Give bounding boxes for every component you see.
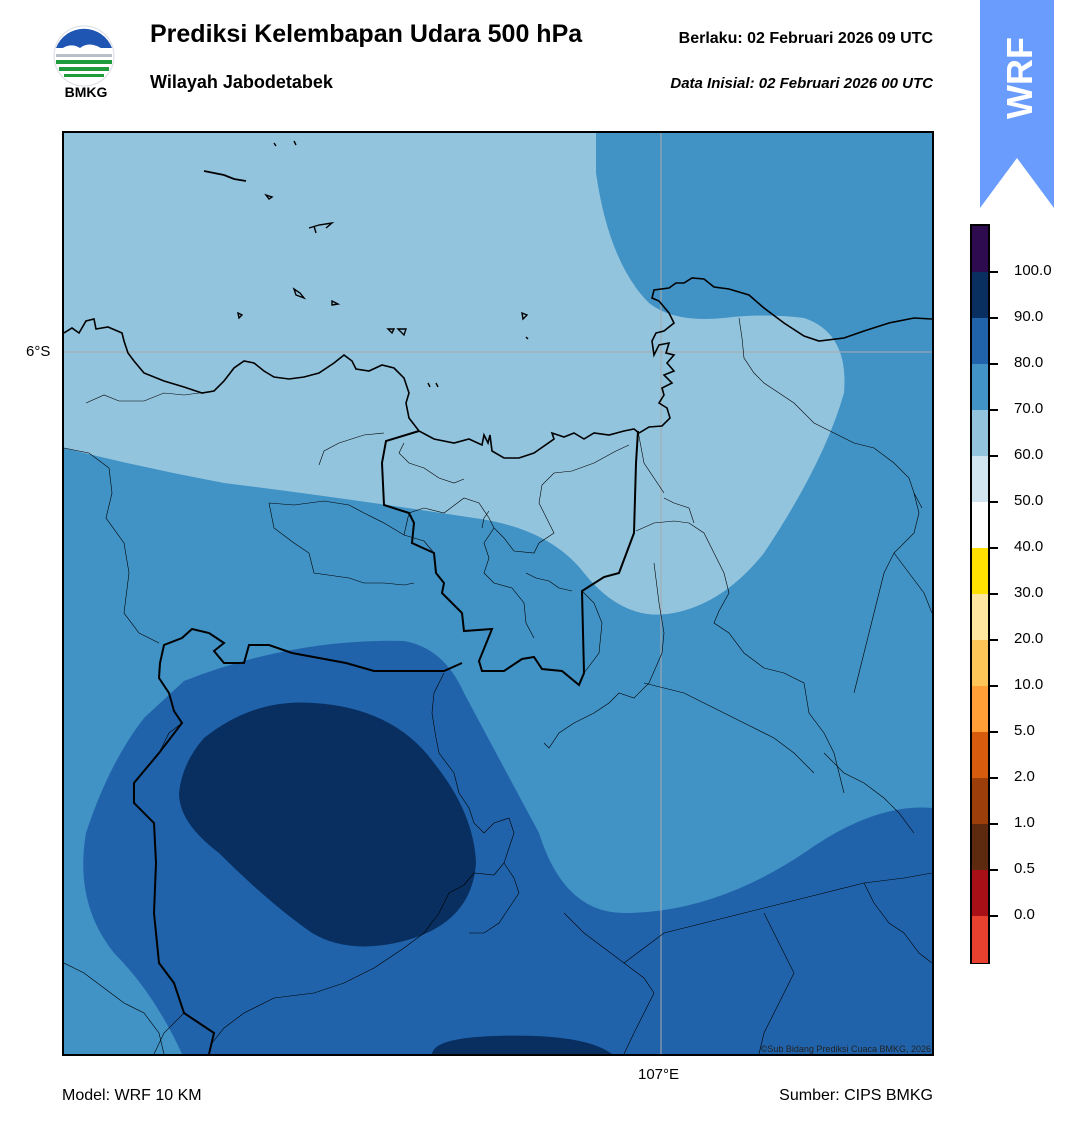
field-60-70 xyxy=(64,133,845,615)
colorbar-label: 70.0 xyxy=(1014,400,1044,417)
colorbar-segment xyxy=(972,870,988,917)
model-label: Model: WRF 10 KM xyxy=(62,1087,202,1104)
map-canvas xyxy=(64,133,932,1054)
colorbar-segment xyxy=(972,364,988,411)
map-credit: ©Sub Bidang Prediksi Cuaca BMKG, 2026 xyxy=(760,1044,931,1054)
colorbar-label: 1.0 xyxy=(1014,814,1035,831)
colorbar-segment xyxy=(972,548,988,595)
colorbar-tick xyxy=(990,547,998,549)
colorbar-label: 2.0 xyxy=(1014,768,1035,785)
colorbar-label: 80.0 xyxy=(1014,354,1044,371)
province-boundary xyxy=(380,430,639,687)
initial-data-time: Data Inisial: 02 Februari 2026 00 UTC xyxy=(670,75,933,92)
island xyxy=(386,328,407,337)
colorbar-segment xyxy=(972,272,988,319)
colorbar-tick xyxy=(990,363,998,365)
colorbar-tick xyxy=(990,317,998,319)
colorbar-tick xyxy=(990,823,998,825)
colorbar-segment xyxy=(972,226,988,273)
island xyxy=(237,311,244,320)
coastline xyxy=(64,277,932,459)
colorbar-segment xyxy=(972,686,988,733)
colorbar-segment xyxy=(972,640,988,687)
colorbar-tick xyxy=(990,915,998,917)
colorbar-label: 30.0 xyxy=(1014,584,1044,601)
island xyxy=(264,193,274,200)
colorbar-tick xyxy=(990,685,998,687)
page-title: Prediksi Kelembapan Udara 500 hPa xyxy=(150,20,583,48)
colorbar-label: 0.0 xyxy=(1014,906,1035,923)
colorbar-segment xyxy=(972,410,988,457)
colorbar-label: 5.0 xyxy=(1014,722,1035,739)
colorbar-tick xyxy=(990,409,998,411)
colorbar xyxy=(970,224,990,964)
longitude-label: 107°E xyxy=(638,1066,680,1083)
colorbar-segment xyxy=(972,318,988,365)
latitude-label: 6°S xyxy=(26,343,51,360)
region-subtitle: Wilayah Jabodetabek xyxy=(150,72,333,92)
island xyxy=(292,287,307,300)
colorbar-label: 40.0 xyxy=(1014,538,1044,555)
island xyxy=(203,170,247,182)
colorbar-segment xyxy=(972,732,988,779)
colorbar-label: 90.0 xyxy=(1014,308,1044,325)
colorbar-label: 20.0 xyxy=(1014,630,1044,647)
wrf-text: WRF xyxy=(999,37,1040,119)
province-boundary xyxy=(133,627,463,1054)
island xyxy=(331,299,341,306)
colorbar-label: 100.0 xyxy=(1014,262,1052,279)
colorbar-tick xyxy=(990,501,998,503)
colorbar-label: 60.0 xyxy=(1014,446,1044,463)
colorbar-label: 10.0 xyxy=(1014,676,1044,693)
bmkg-logo xyxy=(53,25,115,87)
valid-time: Berlaku: 02 Februari 2026 09 UTC xyxy=(678,30,933,47)
colorbar-tick xyxy=(990,777,998,779)
colorbar-tick xyxy=(990,593,998,595)
colorbar-tick xyxy=(990,271,998,273)
island xyxy=(521,311,529,340)
wrf-badge xyxy=(980,0,1054,208)
colorbar-tick xyxy=(990,455,998,457)
colorbar-segment xyxy=(972,594,988,641)
field-90-100 xyxy=(179,702,476,947)
humidity-map xyxy=(62,131,934,1056)
colorbar-segment xyxy=(972,456,988,503)
colorbar-tick xyxy=(990,731,998,733)
island xyxy=(273,140,439,388)
colorbar-label: 0.5 xyxy=(1014,860,1035,877)
logo-text: BMKG xyxy=(64,84,108,100)
island xyxy=(308,221,335,234)
regency-boundaries xyxy=(64,317,932,1054)
colorbar-tick xyxy=(990,869,998,871)
colorbar-tick xyxy=(990,639,998,641)
colorbar-segment xyxy=(972,916,988,963)
colorbar-segment xyxy=(972,778,988,825)
field-90-100-bottom xyxy=(432,1035,612,1054)
colorbar-label: 50.0 xyxy=(1014,492,1044,509)
source-label: Sumber: CIPS BMKG xyxy=(779,1087,933,1104)
wrf-badge-text: WRF xyxy=(999,37,1040,119)
colorbar-segment xyxy=(972,824,988,871)
colorbar-segment xyxy=(972,502,988,549)
